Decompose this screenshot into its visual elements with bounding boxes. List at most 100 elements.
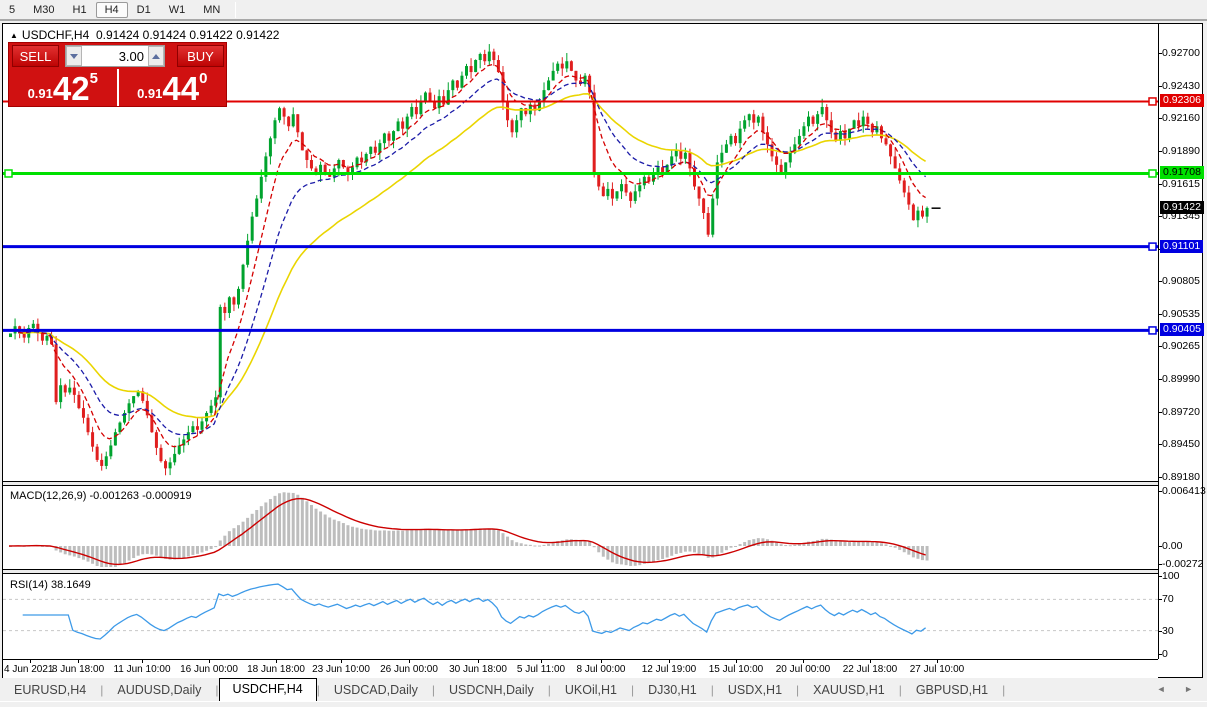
date-tick-mark [541, 660, 542, 663]
tab-ukoil-h1[interactable]: UKOil,H1 [564, 683, 617, 697]
price-axis: 0.92700 0.92430 0.92160 0.91890 0.91615 0.913… [1158, 24, 1206, 660]
sell-price-pip: 5 [89, 70, 98, 87]
buy-price-display[interactable]: 0.91 44 0 [118, 69, 226, 107]
price-tick-label: 0.89990 [1159, 373, 1200, 386]
chevron-up-icon [152, 53, 160, 59]
tab-separator: | [796, 683, 800, 697]
buy-price-pip: 0 [199, 70, 208, 87]
price-tick-label: 0.91615 [1159, 177, 1200, 190]
sell-price-prefix: 0.91 [27, 86, 53, 101]
timeframe-w1[interactable]: W1 [168, 4, 186, 16]
date-tick-mark [937, 660, 938, 663]
timeframe-h1[interactable]: H1 [72, 4, 87, 16]
date-tick-label: 18 Jun 18:00 [247, 664, 305, 675]
price-line-badge: 0.91708 [1160, 166, 1204, 180]
date-tick-label: 26 Jun 00:00 [380, 664, 438, 675]
rsi-indicator-label: RSI(14) 38.1649 [10, 579, 91, 591]
date-tick-mark [30, 660, 31, 663]
date-tick-mark [78, 660, 79, 663]
tab-separator: | [630, 683, 635, 697]
date-tick-mark [736, 660, 737, 663]
date-tick-mark [142, 660, 143, 663]
sell-price-big: 42 [52, 70, 90, 107]
volume-decrease-button[interactable] [66, 46, 82, 66]
macd-indicator-label: MACD(12,26,9) -0.001263 -0.000919 [10, 490, 192, 502]
price-line-badge: 0.91101 [1160, 239, 1204, 253]
tab-scroll-arrows[interactable]: ◄ ► [1156, 684, 1201, 694]
rsi-axis-label: 70 [1159, 593, 1174, 606]
tab-separator: | [710, 683, 714, 697]
price-tick-label: 0.92430 [1159, 79, 1200, 92]
volume-input[interactable] [82, 46, 148, 66]
date-tick-label: 12 Jul 19:00 [641, 664, 697, 675]
tab-separator: | [898, 683, 902, 697]
buy-button[interactable]: BUY [177, 45, 224, 67]
toolbar-separator [235, 1, 237, 18]
tab-xauusd-h1[interactable]: XAUUSD,H1 [813, 683, 885, 697]
current-price-badge: 0.91422 [1160, 200, 1204, 214]
buy-price-big: 44 [162, 70, 200, 107]
timeframe-h4[interactable]: H4 [95, 2, 128, 18]
rsi-axis-label: 0 [1159, 648, 1168, 660]
chart-tabs: EURUSD,H4 | AUDUSD,Daily | USDCHF,H4 | USDCAD,… [0, 678, 1207, 701]
date-tick-mark [803, 660, 804, 663]
price-line-badge: 0.92306 [1160, 94, 1204, 108]
price-tick-label: 0.90535 [1159, 307, 1200, 320]
tab-dj30-h1[interactable]: DJ30,H1 [648, 683, 697, 697]
date-tick-label: 8 Jun 18:00 [51, 664, 105, 675]
date-tick-label: 23 Jun 10:00 [312, 664, 370, 675]
status-bar [0, 701, 1207, 707]
price-line-badge: 0.90405 [1160, 323, 1204, 337]
chevron-down-icon [70, 53, 78, 59]
date-tick-mark [601, 660, 602, 663]
tab-audusd-daily[interactable]: AUDUSD,Daily [117, 683, 202, 697]
chart-title: ▲ USDCHF,H4 0.91424 0.91424 0.91422 0.914… [10, 28, 279, 42]
date-tick-label: 8 Jul 00:00 [576, 664, 626, 675]
chart-ohlc-values: 0.91424 0.91424 0.91422 0.91422 [95, 28, 280, 42]
price-tick-label: 0.89180 [1159, 470, 1200, 483]
date-tick-label: 22 Jul 18:00 [842, 664, 898, 675]
sell-button[interactable]: SELL [12, 45, 59, 67]
date-tick-label: 15 Jul 10:00 [708, 664, 764, 675]
date-tick-label: 16 Jun 00:00 [180, 664, 238, 675]
date-tick-mark [478, 660, 479, 663]
price-tick-label: 0.90265 [1159, 340, 1200, 353]
tab-eurusd-h4[interactable]: EURUSD,H4 [14, 683, 87, 697]
volume-increase-button[interactable] [148, 46, 164, 66]
date-tick-label: 30 Jun 18:00 [449, 664, 507, 675]
timeframe-5[interactable]: 5 [9, 4, 16, 16]
date-tick-mark [209, 660, 210, 663]
date-tick-label: 4 Jun 2021 [4, 664, 54, 675]
date-tick-mark [669, 660, 670, 663]
price-tick-label: 0.92160 [1159, 112, 1200, 125]
chart-canvas[interactable] [3, 24, 1158, 659]
price-tick-label: 0.90805 [1159, 275, 1200, 288]
tab-usdchf-h4[interactable]: USDCHF,H4 [218, 678, 317, 701]
tab-separator: | [316, 683, 320, 697]
date-tick-label: 11 Jun 10:00 [113, 664, 171, 675]
timeframe-d1[interactable]: D1 [136, 4, 151, 16]
timeframe-m30[interactable]: M30 [33, 4, 55, 16]
date-axis: 4 Jun 2021 8 Jun 18:00 11 Jun 10:00 16 Jun … [3, 659, 1158, 678]
sell-price-display[interactable]: 0.91 42 5 [9, 69, 119, 106]
tab-separator: | [1002, 683, 1006, 697]
macd-axis-label: 0.00 [1158, 540, 1183, 552]
date-tick-label: 5 Jul 11:00 [516, 664, 566, 675]
buy-price-prefix: 0.91 [137, 86, 163, 101]
rsi-axis-label: 30 [1159, 624, 1174, 637]
tab-usdcnh-daily[interactable]: USDCNH,Daily [449, 683, 534, 697]
tab-usdx-h1[interactable]: USDX,H1 [727, 683, 783, 697]
price-tick-label: 0.92700 [1159, 47, 1200, 59]
tab-gbpusd-h1[interactable]: GBPUSD,H1 [915, 683, 989, 697]
rsi-axis-label: 100 [1159, 570, 1180, 582]
tab-usdcad-daily[interactable]: USDCAD,Daily [333, 683, 418, 697]
chart-symbol-label: USDCHF,H4 [21, 28, 90, 42]
date-tick-mark [870, 660, 871, 663]
timeframe-toolbar: 5 M30 H1 H4 D1 W1 MN [0, 0, 1207, 21]
timeframe-mn[interactable]: MN [203, 4, 221, 16]
tab-separator: | [215, 683, 219, 697]
macd-axis-label: 0.006413 [1159, 485, 1206, 497]
date-tick-label: 20 Jul 00:00 [775, 664, 831, 675]
collapse-triangle-icon: ▲ [10, 31, 18, 40]
